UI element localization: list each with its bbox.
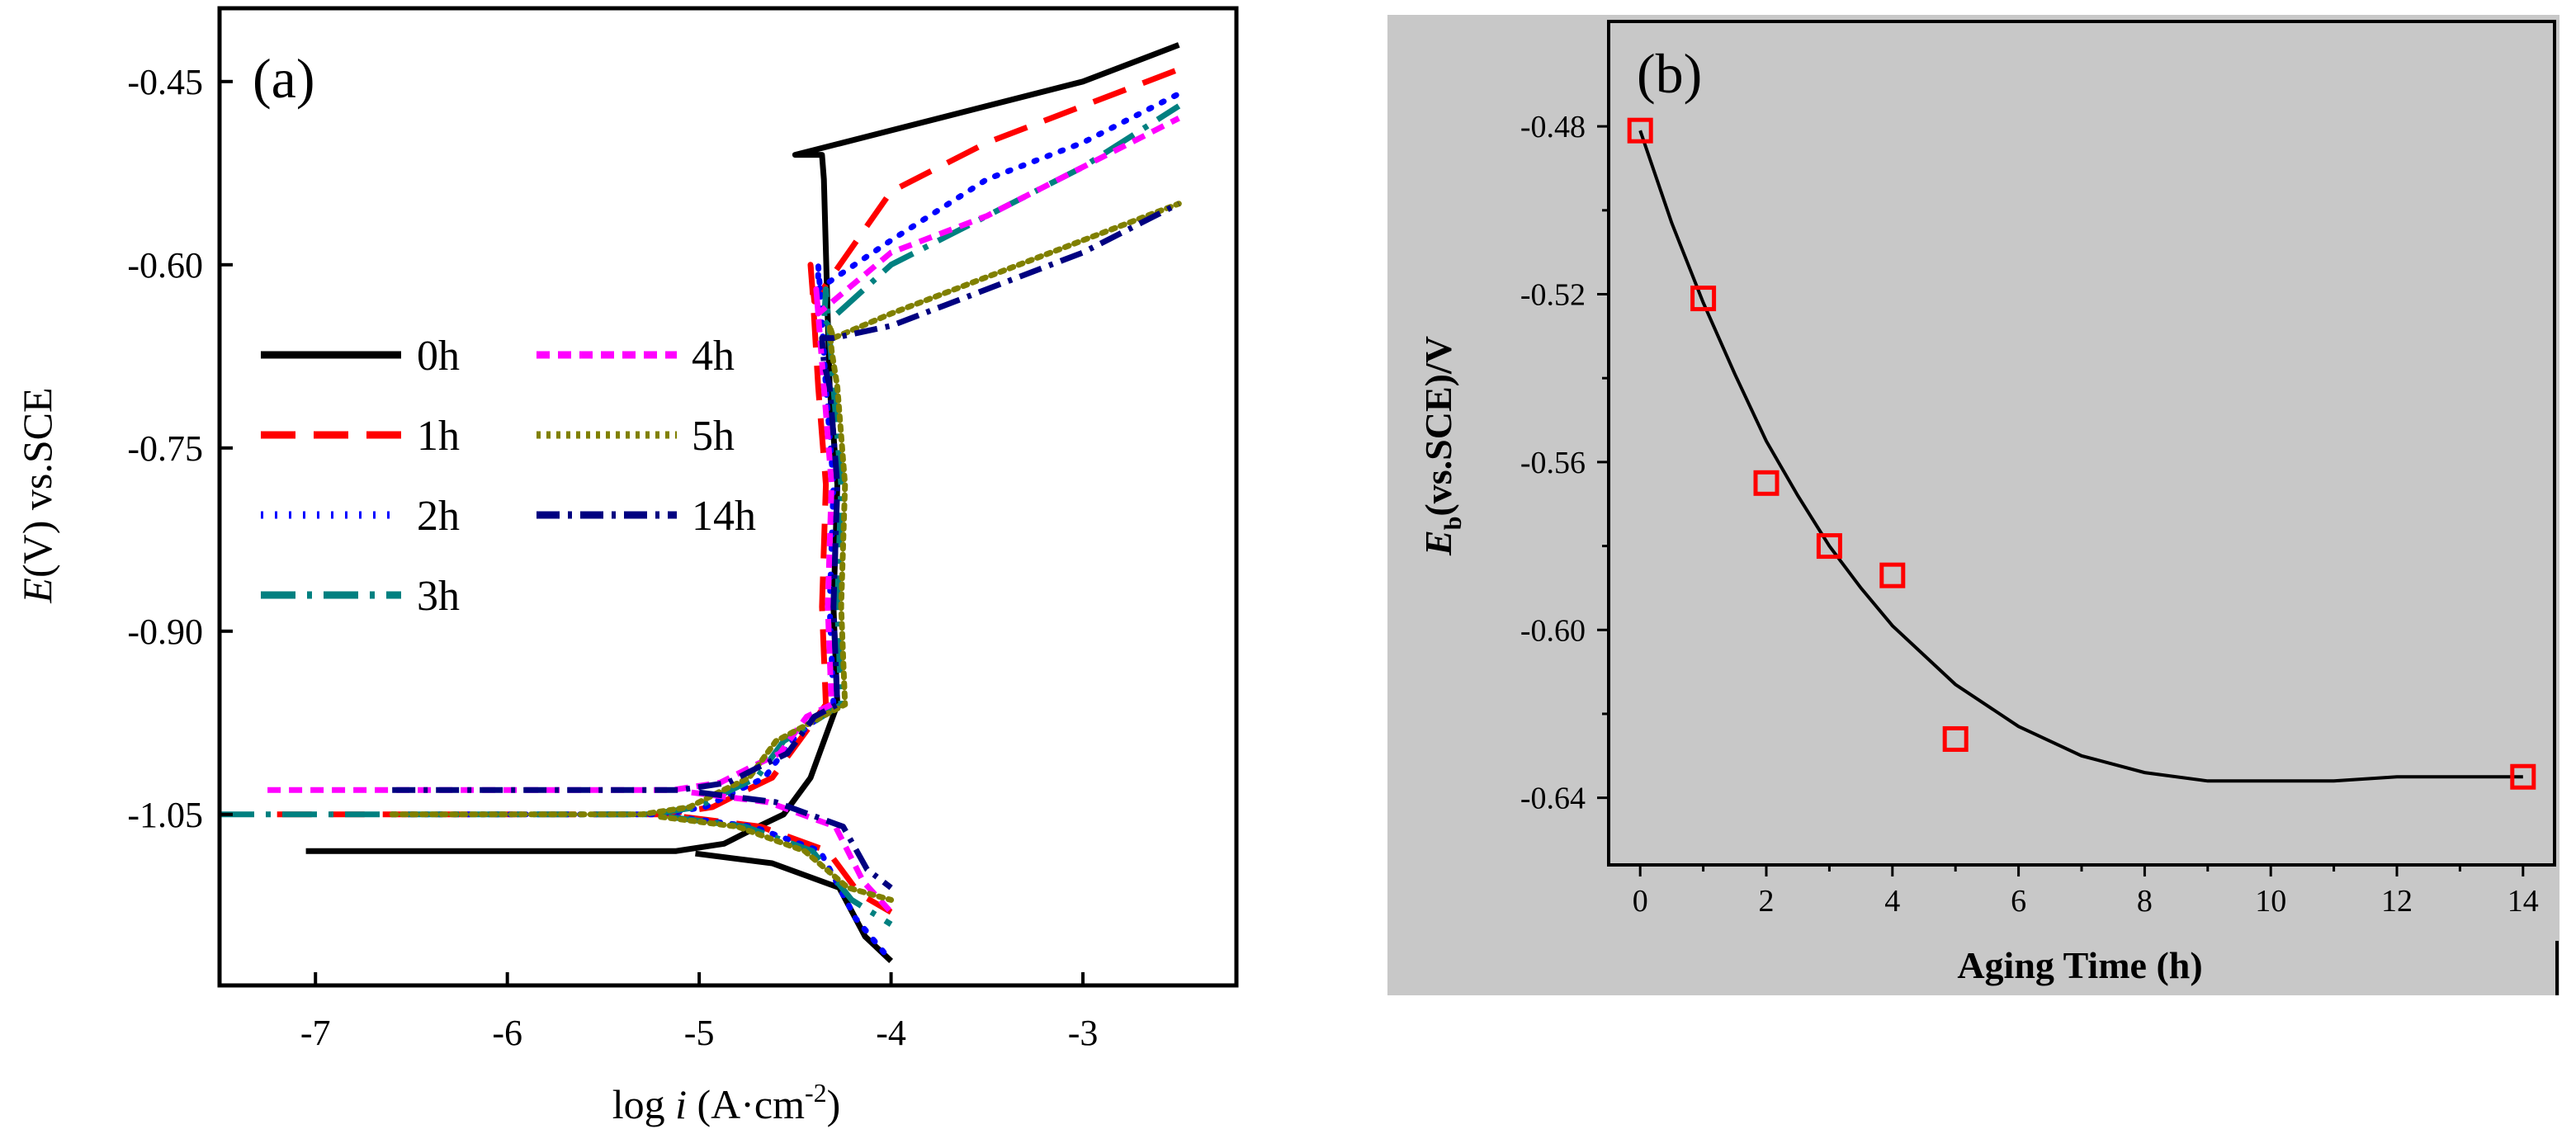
series-1h [277,66,1180,915]
x-axis-title-exponent: -2 [805,1078,827,1108]
panel-b: 0 2 4 6 8 10 12 14 -0.48 -0.52 -0.56 -0.60 -0.64 (b… [1387,15,2559,995]
fit-curve [1638,130,2523,783]
legend-label-4h: 4h [692,333,735,380]
y-tick-label: -0.64 [1520,782,1586,816]
data-points [1627,117,2536,790]
x-axis-title-unit: (A·cm [687,1081,805,1127]
y-tick-label: -0.52 [1520,277,1586,312]
x-tick-label: -7 [300,1013,331,1053]
data-point [1942,725,1969,752]
svg-text:E(V) vs.SCE: E(V) vs.SCE [14,387,60,603]
y-tick-label: -0.60 [1520,613,1586,648]
panel-a-frame [217,6,1239,988]
x-tick-label: 6 [2011,884,2026,919]
y-axis-title-rest: (V) vs.SCE [14,387,60,578]
y-axis-title: E(V) vs.SCE [14,387,60,603]
panel-b-plot-area [1607,20,2556,867]
series-14h [392,201,1180,891]
x-tick-label: -4 [876,1013,906,1053]
y-tick-label: -0.45 [127,62,203,102]
x-tick-label: 4 [1884,884,1900,919]
svg-text:log i (A·cm-2): log i (A·cm-2) [612,1078,841,1127]
y-tick-label: -0.90 [127,612,203,652]
y-axis-title-rest: (vs.SCE)/V [1417,336,1459,517]
series-5h [389,201,1182,903]
data-point [1753,470,1780,496]
y-axis-ticks: -0.45 -0.60 -0.75 -0.90 -1.05 [127,62,233,835]
x-axis-title-close: ) [827,1081,841,1127]
x-tick-label: -3 [1068,1013,1099,1053]
x-axis-title-prefix: log [612,1081,675,1127]
x-axis-title: Aging Time (h) [1957,944,2202,986]
legend-label-2h: 2h [417,493,460,540]
x-tick-label: 2 [1759,884,1775,919]
y-axis-title-subscript: b [1439,517,1467,531]
y-axis-title-variable: E [1417,530,1459,556]
y-tick-label: -0.75 [127,428,203,469]
x-axis-ticks: -7 -6 -5 -4 -3 [300,972,1098,1053]
legend-label-3h: 3h [417,573,460,620]
series-3h [220,103,1181,927]
data-point [1627,117,1653,144]
legend-label-5h: 5h [692,413,735,460]
legend-label-0h: 0h [417,333,460,380]
data-point [1690,286,1717,312]
x-tick-label: 12 [2381,884,2413,919]
x-axis-title: log i (A·cm-2) [612,1078,841,1127]
x-tick-label: 8 [2137,884,2153,919]
y-axis-ticks: -0.48 -0.52 -0.56 -0.60 -0.64 [1520,110,1609,816]
svg-text:Eb(vs.SCE)/V: Eb(vs.SCE)/V [1417,336,1467,556]
x-axis-ticks: 0 2 4 6 8 10 12 14 [1633,865,2539,919]
x-axis-title-variable: i [675,1081,687,1127]
x-tick-label: 14 [2507,884,2539,919]
polarization-curves [220,42,1182,964]
data-point [2510,763,2536,790]
y-tick-label: -0.48 [1520,110,1586,144]
legend-label-14h: 14h [692,493,756,540]
x-tick-label: 0 [1633,884,1648,919]
y-axis-title-variable: E [14,578,60,604]
panel-b-label: (b) [1637,42,1702,105]
panel-a: -7 -6 -5 -4 -3 -0.45 -0.60 -0.75 -0.90 -1.05 (a)… [14,6,1239,1127]
y-axis-title: Eb(vs.SCE)/V [1417,336,1467,556]
x-tick-label: -5 [684,1013,715,1053]
data-point [1879,562,1906,588]
legend: 0h 1h 2h 3h 4h 5h 14h [261,333,756,620]
panel-a-label: (a) [253,47,314,110]
x-tick-label: -6 [492,1013,522,1053]
data-point [1816,533,1842,560]
x-tick-label: 10 [2255,884,2286,919]
y-tick-label: -0.56 [1520,446,1586,480]
series-2h [409,91,1182,964]
y-tick-label: -0.60 [127,245,203,286]
legend-label-1h: 1h [417,413,460,460]
y-tick-label: -1.05 [127,795,203,835]
